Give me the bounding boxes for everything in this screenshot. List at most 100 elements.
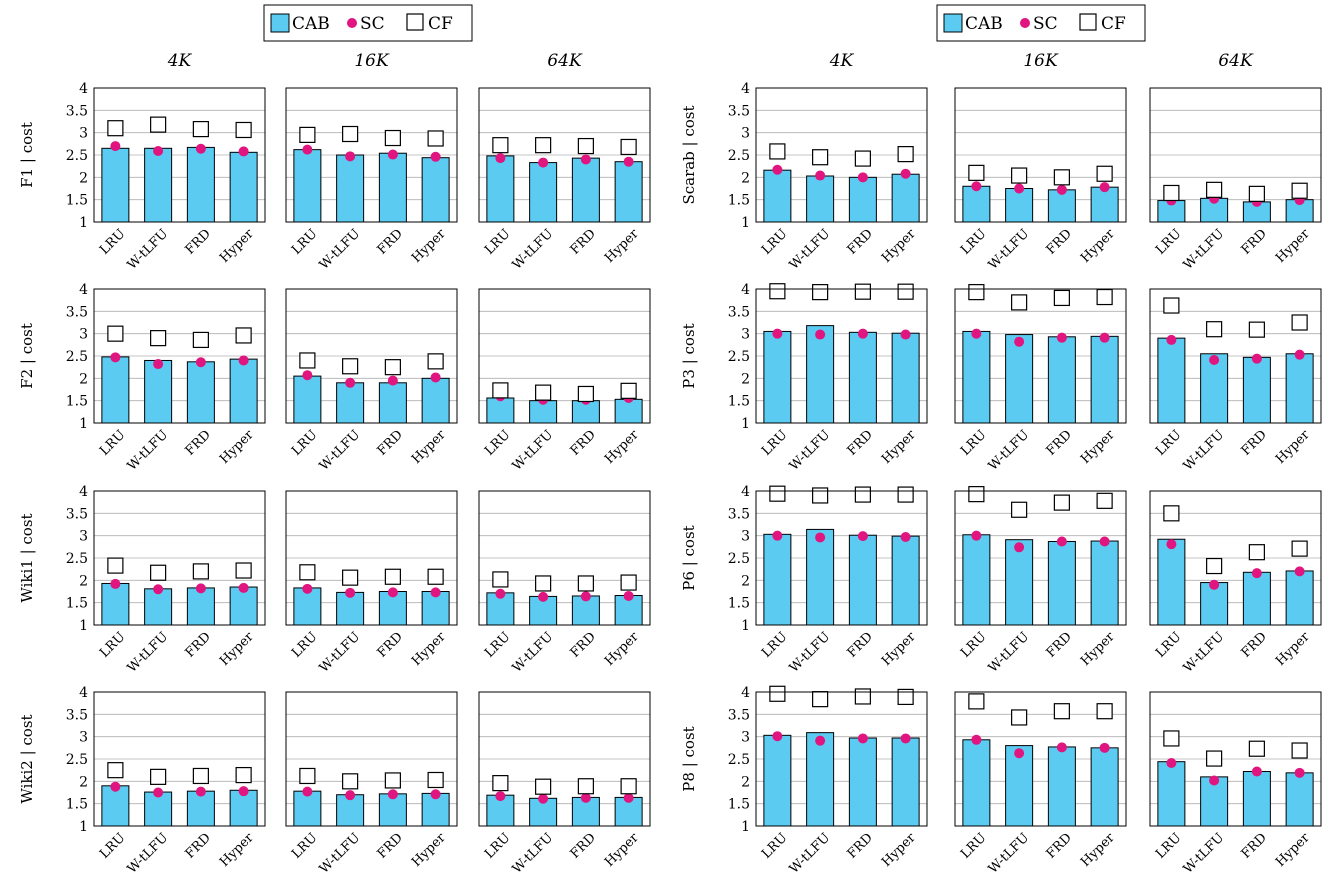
x-tick-label: LRU	[97, 629, 128, 660]
x-tick-label: LRU	[759, 629, 790, 660]
point-cf	[1206, 750, 1223, 767]
legend-label: SC	[360, 14, 385, 34]
x-tick-label: FRD	[375, 830, 406, 861]
x-tick-label: W-tLFU	[510, 629, 556, 675]
panel-frame	[478, 288, 651, 424]
point-cf	[427, 568, 444, 585]
point-sc	[302, 370, 313, 381]
point-cf	[492, 775, 509, 792]
y-tick-label: 1	[741, 819, 750, 835]
x-tick-label: FRD	[183, 830, 214, 861]
point-sc	[153, 787, 164, 798]
y-tick-label: 3	[741, 126, 750, 142]
x-tick-label: LRU	[482, 226, 513, 257]
bar-cab	[1090, 540, 1119, 626]
bar-cab	[1157, 337, 1186, 424]
point-cf	[192, 767, 209, 785]
bar-cab	[848, 737, 877, 827]
y-tick-label: 2	[79, 371, 88, 387]
x-tick-label: FRD	[1044, 226, 1075, 257]
bar-cab	[186, 790, 215, 827]
legend-label: CF	[1101, 14, 1126, 34]
row-label: P6 | cost	[680, 525, 698, 590]
panel-frame	[954, 691, 1127, 827]
x-tick-label: Hyper	[1273, 629, 1313, 669]
x-tick-label: W-tLFU	[1181, 830, 1227, 873]
point-cf	[1206, 321, 1223, 338]
y-tick-label: 3	[79, 327, 88, 343]
point-sc	[1014, 748, 1025, 759]
y-tick-label: 3.5	[66, 707, 88, 723]
point-cf	[620, 382, 637, 399]
point-sc	[538, 157, 549, 168]
y-tick-label: 3.5	[728, 707, 750, 723]
point-sc	[900, 532, 911, 543]
point-cf	[535, 137, 552, 154]
point-sc	[110, 578, 121, 589]
bar-cab	[1005, 188, 1034, 223]
point-sc	[1056, 332, 1067, 343]
x-tick-label: W-tLFU	[787, 629, 833, 675]
x-tick-label: Hyper	[1078, 629, 1118, 669]
x-tick-label: FRD	[1239, 629, 1270, 660]
x-tick-label: LRU	[97, 427, 128, 458]
y-tick-label: 2.5	[728, 752, 750, 768]
bar-cab	[806, 732, 835, 827]
point-cf	[1053, 703, 1070, 720]
x-tick-label: W-tLFU	[125, 830, 171, 873]
point-sc	[1166, 539, 1177, 550]
bar-cab	[1047, 746, 1076, 827]
point-sc	[238, 355, 249, 366]
x-tick-label: FRD	[1239, 226, 1270, 257]
x-tick-label: W-tLFU	[1181, 427, 1227, 473]
point-sc	[1251, 568, 1262, 579]
x-tick-label: FRD	[1044, 629, 1075, 660]
row-label: P8 | cost	[680, 726, 698, 791]
point-sc	[1014, 183, 1025, 194]
bar-cab	[486, 397, 515, 424]
x-tick-label: W-tLFU	[317, 226, 363, 272]
x-tick-label: Hyper	[217, 629, 257, 669]
legend-label: CAB	[292, 14, 330, 34]
bar-cab	[571, 157, 600, 223]
point-cf	[854, 486, 871, 503]
y-tick-label: 4	[741, 282, 750, 298]
point-sc	[345, 790, 356, 801]
x-tick-label: Hyper	[879, 830, 919, 870]
x-tick-label: FRD	[1044, 830, 1075, 861]
x-tick-label: Hyper	[409, 226, 449, 266]
bar-cab	[144, 147, 173, 223]
point-sc	[900, 168, 911, 179]
point-cf	[342, 773, 359, 790]
point-sc	[623, 156, 634, 167]
bar-cab	[1090, 747, 1119, 827]
point-cf	[897, 283, 914, 300]
y-tick-label: 4	[741, 484, 750, 500]
y-tick-label: 1.5	[66, 797, 88, 813]
point-sc	[430, 151, 441, 162]
x-tick-label: LRU	[482, 830, 513, 861]
point-sc	[195, 786, 206, 797]
y-tick-label: 4	[79, 282, 88, 298]
bar-cab	[101, 147, 130, 223]
point-sc	[345, 587, 356, 598]
panel-frame	[478, 490, 651, 626]
y-tick-label: 2	[79, 573, 88, 589]
x-tick-label: LRU	[97, 226, 128, 257]
point-cf	[492, 571, 509, 588]
y-tick-label: 3	[79, 730, 88, 746]
x-tick-label: Hyper	[409, 830, 449, 870]
point-cf	[577, 575, 594, 592]
bar-cab	[1285, 353, 1314, 424]
x-tick-label: LRU	[958, 226, 989, 257]
x-tick-label: W-tLFU	[317, 427, 363, 473]
column-heading: 64K	[1218, 51, 1254, 71]
x-tick-label: Hyper	[1078, 830, 1118, 870]
bar-cab	[1005, 334, 1034, 424]
legend-swatch-sc	[347, 18, 357, 28]
point-sc	[1099, 742, 1110, 753]
point-sc	[430, 372, 441, 383]
x-tick-label: LRU	[1153, 226, 1184, 257]
